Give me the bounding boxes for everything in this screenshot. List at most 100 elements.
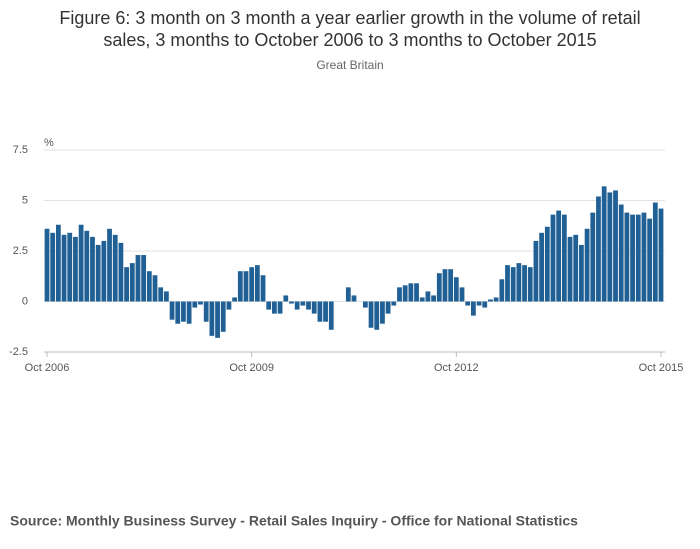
bar bbox=[539, 232, 544, 302]
bar bbox=[124, 267, 129, 302]
bar bbox=[567, 236, 573, 302]
bar bbox=[169, 301, 175, 320]
bar bbox=[556, 210, 562, 302]
bar bbox=[90, 236, 95, 302]
bar bbox=[198, 301, 203, 305]
bar bbox=[596, 196, 601, 302]
bar bbox=[323, 301, 328, 322]
bar bbox=[397, 287, 402, 302]
bar bbox=[237, 271, 243, 302]
bar bbox=[294, 301, 300, 310]
bar bbox=[590, 212, 596, 302]
bar bbox=[95, 244, 101, 302]
bar bbox=[579, 244, 584, 302]
bar bbox=[453, 277, 459, 302]
bar bbox=[493, 297, 499, 302]
y-tick-label: 7.5 bbox=[13, 144, 28, 156]
bar bbox=[266, 301, 272, 310]
bar bbox=[146, 271, 152, 302]
y-tick-label: -2.5 bbox=[9, 346, 28, 358]
bar bbox=[431, 295, 436, 302]
bar bbox=[186, 301, 192, 324]
chart-title: Figure 6: 3 month on 3 month a year earl… bbox=[59, 8, 640, 28]
bar bbox=[573, 234, 579, 302]
bar bbox=[607, 192, 613, 302]
bar bbox=[391, 301, 397, 306]
bar bbox=[647, 218, 653, 302]
bar bbox=[209, 301, 215, 336]
bar bbox=[459, 287, 465, 302]
bar bbox=[522, 265, 527, 302]
bar bbox=[277, 301, 283, 314]
bar bbox=[425, 291, 431, 302]
bar bbox=[73, 236, 78, 302]
bar bbox=[561, 214, 567, 302]
bar bbox=[158, 287, 164, 302]
x-tick-label: Oct 2006 bbox=[25, 362, 70, 374]
source: Source: Monthly Business Survey - Retail… bbox=[10, 513, 578, 529]
bar bbox=[351, 295, 357, 302]
bar bbox=[402, 285, 408, 302]
bar bbox=[368, 301, 374, 328]
bar bbox=[289, 301, 294, 304]
bar bbox=[328, 301, 334, 330]
bar bbox=[135, 255, 141, 302]
bar bbox=[448, 269, 454, 302]
bar bbox=[618, 204, 624, 302]
bar bbox=[419, 297, 425, 302]
bar bbox=[243, 271, 249, 302]
bar bbox=[482, 301, 488, 308]
bar bbox=[254, 265, 260, 302]
bar bbox=[613, 190, 618, 302]
bar bbox=[152, 275, 158, 302]
bar bbox=[300, 301, 306, 306]
bar bbox=[203, 301, 209, 322]
x-tick-label: Oct 2015 bbox=[639, 362, 684, 374]
y-tick-label: 5 bbox=[22, 194, 28, 206]
bar bbox=[408, 283, 414, 302]
bar bbox=[652, 202, 658, 302]
bar bbox=[380, 301, 385, 324]
bar bbox=[306, 301, 311, 310]
bar bbox=[516, 263, 522, 302]
y-tick-label: 0 bbox=[22, 295, 28, 307]
bar bbox=[249, 267, 255, 302]
bar bbox=[476, 301, 482, 306]
bar bbox=[141, 255, 147, 302]
bar bbox=[630, 214, 635, 302]
bar bbox=[107, 228, 112, 302]
bar bbox=[44, 228, 50, 302]
bar bbox=[175, 301, 181, 324]
bar bbox=[311, 301, 317, 314]
bar bbox=[345, 287, 351, 302]
y-axis-label: % bbox=[44, 137, 54, 149]
bar bbox=[465, 301, 471, 306]
bar bbox=[232, 297, 237, 302]
bar bbox=[164, 291, 169, 302]
bar bbox=[220, 301, 226, 332]
chart-subtitle: Great Britain bbox=[316, 58, 383, 72]
bar bbox=[215, 301, 220, 338]
bar bbox=[84, 230, 90, 302]
x-tick-label: Oct 2009 bbox=[229, 362, 274, 374]
bar bbox=[283, 295, 289, 302]
bar bbox=[226, 301, 232, 310]
bar bbox=[442, 269, 448, 302]
bar bbox=[414, 283, 419, 302]
bar bbox=[584, 228, 590, 302]
bar bbox=[436, 273, 442, 302]
bar bbox=[527, 267, 533, 302]
bar bbox=[129, 263, 135, 302]
bar bbox=[510, 267, 516, 302]
bar bbox=[260, 275, 266, 302]
bar bbox=[385, 301, 391, 314]
bar bbox=[50, 232, 56, 302]
bar bbox=[192, 301, 198, 308]
bar bbox=[499, 279, 505, 302]
bar bbox=[374, 301, 380, 330]
y-tick-label: 2.5 bbox=[13, 245, 28, 257]
chart-title: sales, 3 months to October 2006 to 3 mon… bbox=[103, 30, 596, 50]
bar bbox=[641, 212, 647, 302]
bar bbox=[624, 212, 630, 302]
